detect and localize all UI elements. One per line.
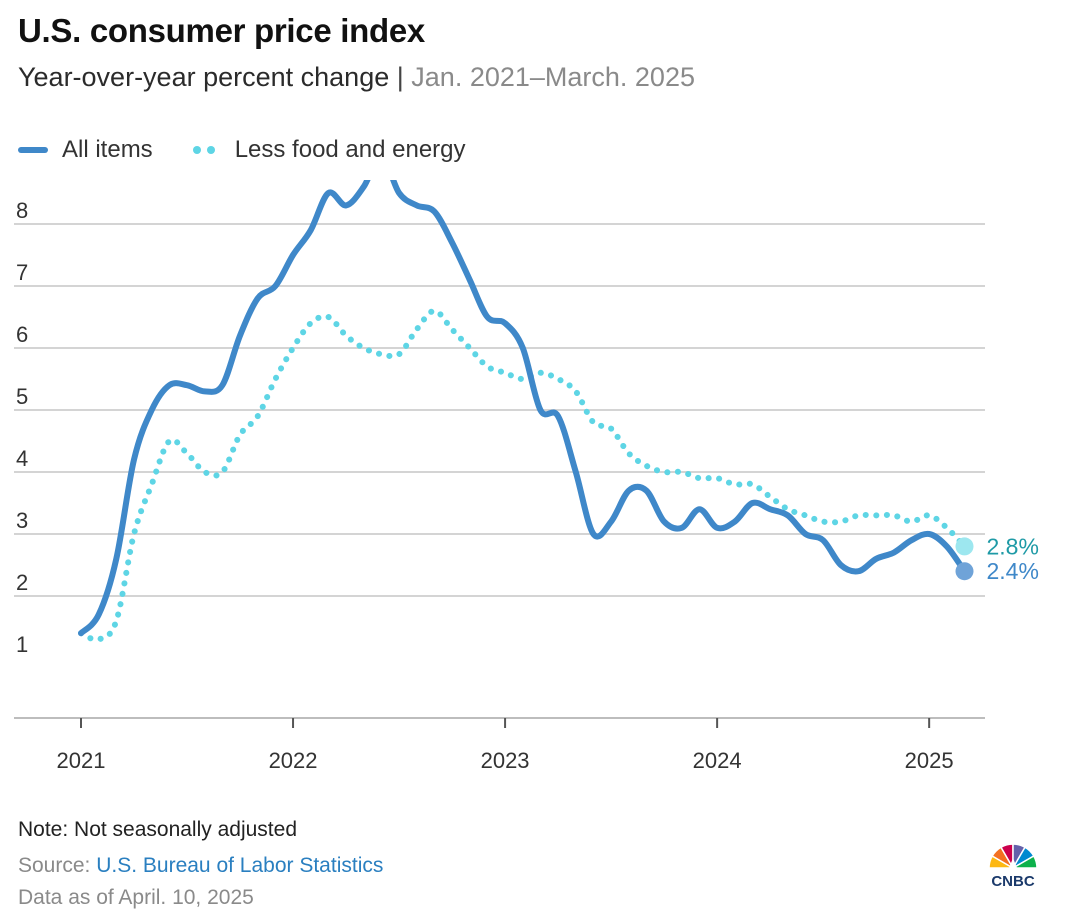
source-link[interactable]: U.S. Bureau of Labor Statistics — [96, 854, 384, 877]
cnbc-logo: CNBC — [988, 843, 1038, 888]
x-tick-label: 2022 — [269, 748, 318, 773]
end-marker-all-items — [955, 562, 974, 581]
x-tick-label: 2024 — [693, 748, 742, 773]
legend-solid-line-swatch — [18, 147, 48, 153]
cnbc-logo-text: CNBC — [991, 873, 1034, 888]
y-tick-label: 6 — [16, 322, 28, 347]
y-tick-label: 2 — [16, 570, 28, 595]
peacock-feather — [1010, 854, 1038, 869]
y-tick-label: 5 — [16, 384, 28, 409]
y-tick-label: 8 — [16, 198, 28, 223]
y-tick-label: 1 — [16, 632, 28, 657]
legend-dotted-line-swatch — [192, 146, 221, 154]
x-tick-label: 2023 — [481, 748, 530, 773]
x-tick-label: 2021 — [57, 748, 106, 773]
legend-label-less-food-energy: Less food and energy — [234, 136, 466, 163]
source-line: Source: U.S. Bureau of Labor Statistics — [18, 854, 383, 878]
series-line-all-items — [78, 180, 968, 637]
subtitle-main: Year-over-year percent change — [18, 62, 390, 92]
y-tick-label: 7 — [16, 260, 28, 285]
y-tick-label: 4 — [16, 446, 28, 471]
legend-label-all-items: All items — [62, 136, 153, 163]
chart-subtitle: Year-over-year percent change | Jan. 202… — [18, 62, 695, 93]
subtitle-separator: | — [396, 62, 404, 92]
legend-item-less-food-energy: Less food and energy — [192, 136, 466, 164]
end-marker-less-food-energy — [955, 537, 974, 556]
subtitle-date-range: Jan. 2021–March. 2025 — [411, 62, 695, 92]
chart-title: U.S. consumer price index — [18, 12, 425, 49]
footnote: Note: Not seasonally adjusted — [18, 818, 297, 841]
source-label: Source: — [18, 854, 91, 877]
end-label-all-items: 2.4% — [987, 558, 1039, 584]
series-line-less-food-energy — [78, 307, 968, 643]
end-label-less-food-energy: 2.8% — [987, 533, 1039, 559]
chart-legend: All items Less food and energy — [18, 136, 506, 164]
peacock-body — [1009, 858, 1017, 868]
legend-item-all-items: All items — [18, 136, 153, 164]
data-as-of: Data as of April. 10, 2025 — [18, 886, 254, 909]
x-tick-label: 2025 — [905, 748, 954, 773]
y-tick-label: 3 — [16, 508, 28, 533]
